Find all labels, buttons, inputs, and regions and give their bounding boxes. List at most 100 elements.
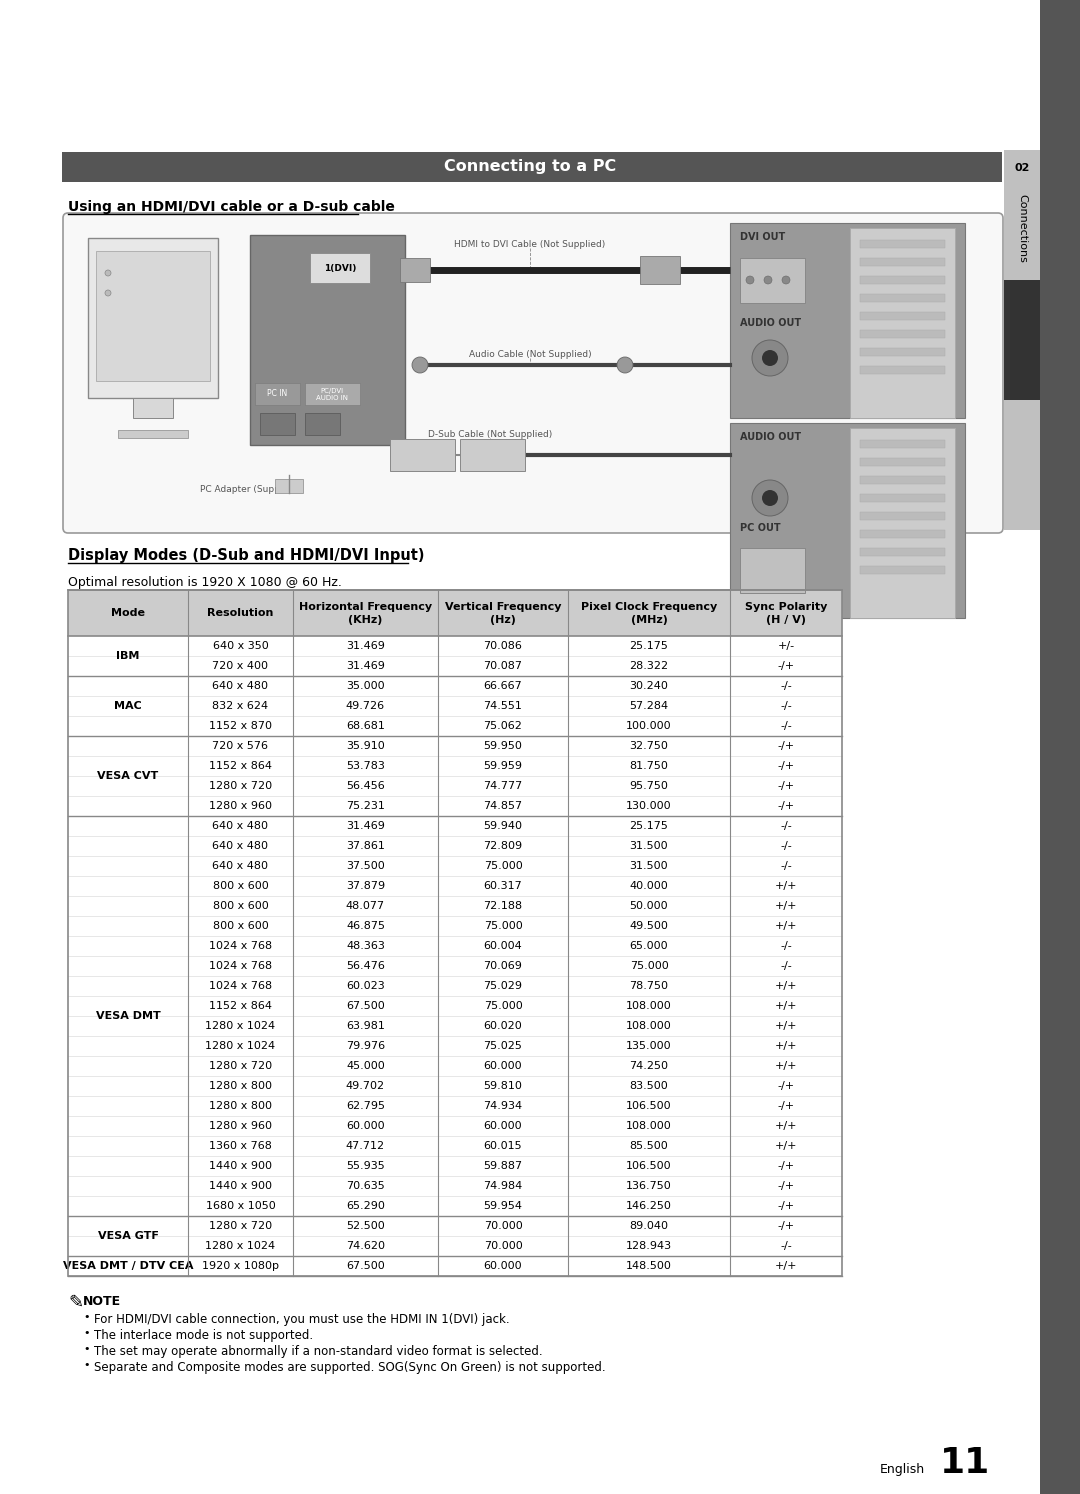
Bar xyxy=(1004,400,1040,530)
Text: Audio Cable (Not Supplied): Audio Cable (Not Supplied) xyxy=(469,350,592,359)
Text: Vertical Frequency: Vertical Frequency xyxy=(445,602,562,613)
Text: 31.500: 31.500 xyxy=(630,841,669,852)
Text: 74.620: 74.620 xyxy=(346,1242,384,1250)
Bar xyxy=(68,1116,842,1135)
Text: 47.712: 47.712 xyxy=(346,1141,386,1150)
Text: 30.240: 30.240 xyxy=(630,681,669,692)
Text: 57.284: 57.284 xyxy=(630,701,669,711)
Text: 800 x 600: 800 x 600 xyxy=(213,901,268,911)
Text: 1024 x 768: 1024 x 768 xyxy=(208,941,272,952)
Text: -/-: -/- xyxy=(780,701,792,711)
Text: 74.934: 74.934 xyxy=(484,1101,523,1112)
Bar xyxy=(68,1076,842,1097)
Text: 59.959: 59.959 xyxy=(484,760,523,771)
Text: 83.500: 83.500 xyxy=(630,1082,669,1091)
Bar xyxy=(640,255,680,284)
Text: 75.000: 75.000 xyxy=(630,961,669,971)
Text: 31.469: 31.469 xyxy=(346,641,384,651)
Text: 72.188: 72.188 xyxy=(484,901,523,911)
Text: -/+: -/+ xyxy=(778,801,795,811)
Text: 135.000: 135.000 xyxy=(626,1041,672,1050)
Text: 95.750: 95.750 xyxy=(630,781,669,790)
Bar xyxy=(860,294,945,302)
Bar xyxy=(310,252,370,282)
Text: 59.887: 59.887 xyxy=(484,1161,523,1171)
Text: -/-: -/- xyxy=(780,861,792,871)
Text: 60.000: 60.000 xyxy=(484,1261,523,1271)
Text: 720 x 576: 720 x 576 xyxy=(213,741,269,751)
Text: Display Modes (D-Sub and HDMI/DVI Input): Display Modes (D-Sub and HDMI/DVI Input) xyxy=(68,548,424,563)
Text: +/+: +/+ xyxy=(774,1020,797,1031)
Text: 75.000: 75.000 xyxy=(484,920,523,931)
Bar xyxy=(68,716,842,737)
Text: 1280 x 720: 1280 x 720 xyxy=(208,1061,272,1071)
Text: AUDIO OUT: AUDIO OUT xyxy=(740,432,801,442)
Text: 62.795: 62.795 xyxy=(346,1101,384,1112)
Bar xyxy=(68,996,842,1016)
Text: 59.810: 59.810 xyxy=(484,1082,523,1091)
Bar xyxy=(1004,149,1040,279)
Text: PC Adapter (Supplied): PC Adapter (Supplied) xyxy=(200,486,300,495)
Text: 49.500: 49.500 xyxy=(630,920,669,931)
Text: 81.750: 81.750 xyxy=(630,760,669,771)
Text: 66.667: 66.667 xyxy=(484,681,523,692)
Text: 75.025: 75.025 xyxy=(484,1041,523,1050)
Text: (MHz): (MHz) xyxy=(631,616,667,624)
Text: 70.000: 70.000 xyxy=(484,1221,523,1231)
Text: Connections: Connections xyxy=(1017,194,1027,263)
Text: Pixel Clock Frequency: Pixel Clock Frequency xyxy=(581,602,717,613)
Text: NOTE: NOTE xyxy=(83,1295,121,1309)
Bar xyxy=(860,312,945,320)
Bar xyxy=(118,430,188,438)
Text: 74.777: 74.777 xyxy=(484,781,523,790)
Text: 59.940: 59.940 xyxy=(484,822,523,831)
Text: 60.004: 60.004 xyxy=(484,941,523,952)
Text: 11: 11 xyxy=(940,1446,990,1481)
Circle shape xyxy=(762,350,778,366)
Circle shape xyxy=(764,276,772,284)
Text: 1280 x 720: 1280 x 720 xyxy=(208,781,272,790)
Text: 74.250: 74.250 xyxy=(630,1061,669,1071)
Bar xyxy=(400,258,430,282)
Text: -/+: -/+ xyxy=(778,760,795,771)
Text: -/+: -/+ xyxy=(778,741,795,751)
Text: 56.476: 56.476 xyxy=(346,961,384,971)
Bar xyxy=(860,330,945,338)
Text: (KHz): (KHz) xyxy=(349,616,382,624)
Text: 800 x 600: 800 x 600 xyxy=(213,920,268,931)
Text: Horizontal Frequency: Horizontal Frequency xyxy=(299,602,432,613)
Text: 59.950: 59.950 xyxy=(484,741,523,751)
Bar xyxy=(68,1016,842,1035)
Circle shape xyxy=(617,357,633,374)
Text: 49.726: 49.726 xyxy=(346,701,386,711)
Text: 75.062: 75.062 xyxy=(484,722,523,731)
Text: 31.469: 31.469 xyxy=(346,660,384,671)
Bar xyxy=(860,258,945,266)
Text: 75.000: 75.000 xyxy=(484,1001,523,1011)
Text: 130.000: 130.000 xyxy=(626,801,672,811)
Text: 55.935: 55.935 xyxy=(346,1161,384,1171)
Bar xyxy=(68,1097,842,1116)
Bar xyxy=(68,696,842,716)
Bar xyxy=(68,737,842,756)
Text: 46.875: 46.875 xyxy=(346,920,384,931)
Text: 60.023: 60.023 xyxy=(346,982,384,991)
Text: 37.879: 37.879 xyxy=(346,881,386,890)
Text: Using an HDMI/DVI cable or a D-sub cable: Using an HDMI/DVI cable or a D-sub cable xyxy=(68,200,395,214)
Bar xyxy=(68,1035,842,1056)
Text: +/+: +/+ xyxy=(774,901,797,911)
Text: Resolution: Resolution xyxy=(207,608,273,619)
Bar xyxy=(68,875,842,896)
Bar xyxy=(68,1256,842,1276)
Text: 65.290: 65.290 xyxy=(346,1201,384,1212)
Text: -/-: -/- xyxy=(780,822,792,831)
Text: 60.000: 60.000 xyxy=(347,1120,384,1131)
Text: 89.040: 89.040 xyxy=(630,1221,669,1231)
Text: 1152 x 864: 1152 x 864 xyxy=(210,1001,272,1011)
Text: 70.069: 70.069 xyxy=(484,961,523,971)
Text: 35.000: 35.000 xyxy=(347,681,384,692)
Text: +/+: +/+ xyxy=(774,982,797,991)
Text: 31.500: 31.500 xyxy=(630,861,669,871)
Circle shape xyxy=(746,276,754,284)
Text: 63.981: 63.981 xyxy=(346,1020,384,1031)
